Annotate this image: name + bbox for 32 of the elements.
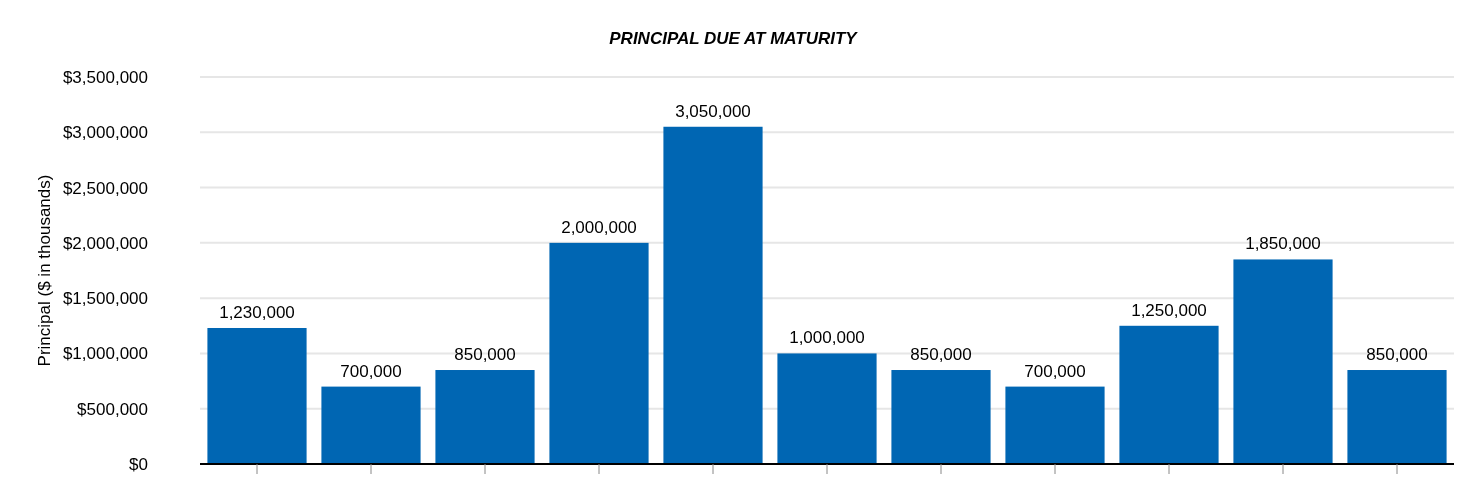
y-tick-label: $2,000,000 bbox=[62, 233, 148, 253]
data-label: 850,000 bbox=[910, 345, 972, 365]
data-label: 850,000 bbox=[1366, 345, 1428, 365]
data-label: 700,000 bbox=[340, 361, 402, 381]
y-tick-label: $2,500,000 bbox=[62, 178, 148, 198]
bar bbox=[663, 126, 763, 464]
bar bbox=[321, 386, 421, 464]
data-label: 700,000 bbox=[1024, 361, 1086, 381]
bar bbox=[777, 353, 877, 464]
y-axis-title: Principal ($ in thousands) bbox=[35, 174, 54, 367]
y-tick-label: $500,000 bbox=[77, 399, 148, 419]
bar bbox=[1119, 325, 1219, 464]
y-tick-label: $1,500,000 bbox=[62, 289, 148, 309]
y-tick-label: $0 bbox=[129, 454, 148, 474]
chart-title: PRINCIPAL DUE AT MATURITY bbox=[609, 29, 859, 48]
data-label: 1,230,000 bbox=[219, 303, 295, 322]
bar bbox=[207, 328, 307, 464]
data-label: 2,000,000 bbox=[561, 217, 637, 237]
bar bbox=[1005, 386, 1105, 464]
bar bbox=[1233, 259, 1333, 464]
bar bbox=[1347, 370, 1447, 464]
bar bbox=[435, 370, 535, 464]
data-label: 1,850,000 bbox=[1245, 234, 1321, 254]
y-tick-label: $1,000,000 bbox=[62, 344, 148, 364]
y-tick-label: $3,500,000 bbox=[62, 67, 148, 87]
data-label: 1,000,000 bbox=[789, 328, 865, 348]
data-label: 850,000 bbox=[454, 345, 516, 365]
bar bbox=[549, 242, 649, 464]
bar bbox=[891, 370, 991, 464]
y-tick-label: $3,000,000 bbox=[62, 123, 148, 143]
data-label: 3,050,000 bbox=[675, 101, 751, 121]
data-label: 1,250,000 bbox=[1131, 300, 1207, 320]
